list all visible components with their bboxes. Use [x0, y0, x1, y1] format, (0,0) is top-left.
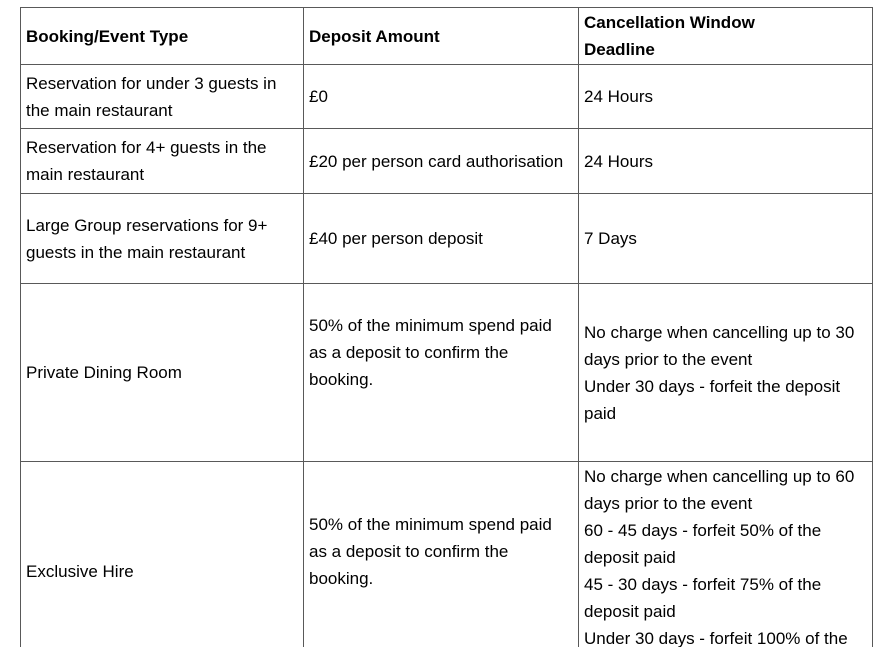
- cell-deposit-amount: £20 per person card authorisation: [303, 128, 579, 194]
- table-row: Private Dining Room 50% of the minimum s…: [20, 283, 873, 462]
- cell-deposit-amount: 50% of the minimum spend paid as a depos…: [303, 283, 579, 462]
- deposit-text: 50% of the minimum spend paid as a depos…: [309, 316, 552, 389]
- deposit-text: 50% of the minimum spend paid as a depos…: [309, 514, 552, 588]
- table-row: Reservation for under 3 guests in the ma…: [20, 64, 873, 129]
- cell-deposit-amount: £40 per person deposit: [303, 193, 579, 284]
- cell-cancellation-window: 24 Hours: [578, 128, 873, 194]
- table-row: Large Group reservations for 9+ guests i…: [20, 193, 873, 284]
- header-cell-deposit-amount: Deposit Amount: [303, 7, 579, 65]
- cell-cancellation-window: No charge when cancelling up to 60 days …: [578, 461, 873, 647]
- cell-booking-type: Reservation for 4+ guests in the main re…: [20, 128, 304, 194]
- cell-booking-type: Reservation for under 3 guests in the ma…: [20, 64, 304, 129]
- cell-booking-type: Large Group reservations for 9+ guests i…: [20, 193, 304, 284]
- cell-cancellation-window: 24 Hours: [578, 64, 873, 129]
- cell-deposit-amount: £0: [303, 64, 579, 129]
- cell-cancellation-window: No charge when cancelling up to 30 days …: [578, 283, 873, 462]
- cell-booking-type: Exclusive Hire: [20, 461, 304, 647]
- booking-policy-table: Booking/Event Type Deposit Amount Cancel…: [20, 7, 873, 647]
- header-cell-cancellation-window: Cancellation Window Deadline: [578, 7, 873, 65]
- header-cell-booking-type: Booking/Event Type: [20, 7, 304, 65]
- table-row: Reservation for 4+ guests in the main re…: [20, 128, 873, 194]
- cell-booking-type: Private Dining Room: [20, 283, 304, 462]
- table-header-row: Booking/Event Type Deposit Amount Cancel…: [20, 7, 873, 65]
- table-row: Exclusive Hire 50% of the minimum spend …: [20, 461, 873, 647]
- cell-cancellation-window: 7 Days: [578, 193, 873, 284]
- booking-policy-table-container: Booking/Event Type Deposit Amount Cancel…: [20, 7, 887, 647]
- cell-deposit-amount: 50% of the minimum spend paid as a depos…: [303, 461, 579, 647]
